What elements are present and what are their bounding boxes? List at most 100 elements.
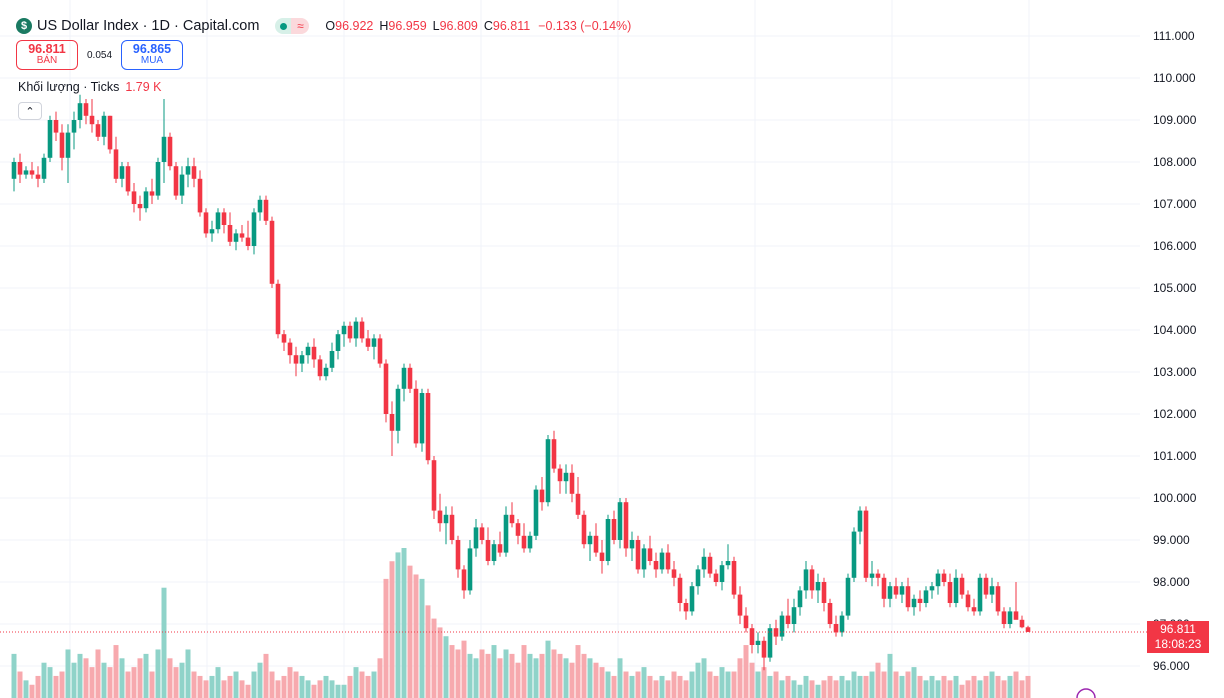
volume-bar <box>197 675 203 698</box>
candle-body <box>299 355 305 364</box>
volume-bar <box>485 653 491 698</box>
volume-bar <box>479 649 485 698</box>
volume-bar <box>1001 680 1007 698</box>
collapse-legend-button[interactable]: ⌃ <box>18 102 42 120</box>
candle-body <box>437 510 443 524</box>
candle-body <box>665 552 671 570</box>
volume-bar <box>737 658 743 698</box>
candle-body <box>485 540 491 561</box>
candle-body <box>473 527 479 549</box>
volume-bar <box>995 675 1001 698</box>
volume-bar <box>527 653 533 698</box>
close-value: 96.811 <box>492 19 531 33</box>
volume-bar <box>71 662 77 698</box>
volume-bar <box>191 671 197 698</box>
volume-bar <box>845 680 851 698</box>
volume-bar <box>899 675 905 698</box>
volume-bar <box>521 645 527 698</box>
candle-body <box>821 582 827 603</box>
candle-body <box>545 439 551 503</box>
volume-bar <box>281 675 287 698</box>
candle-body <box>377 338 383 364</box>
candle-body <box>47 120 53 158</box>
volume-bar <box>1007 675 1013 698</box>
candle-body <box>155 162 161 196</box>
volume-bar <box>491 645 497 698</box>
candle-body <box>191 166 197 179</box>
candle-body <box>857 510 863 532</box>
volume-bar <box>461 640 467 698</box>
volume-bar <box>911 667 917 698</box>
candle-body <box>515 523 521 536</box>
volume-bar <box>983 675 989 698</box>
candle-body <box>557 468 563 482</box>
volume-bar <box>125 671 131 698</box>
market-status[interactable]: ≈ <box>275 18 310 34</box>
candle-body <box>779 615 785 637</box>
volume-bar <box>647 675 653 698</box>
volume-bar <box>587 658 593 698</box>
volume-bar <box>875 662 881 698</box>
volume-bars <box>11 548 1031 698</box>
volume-label: Khối lượng · Ticks <box>18 80 120 94</box>
candle-body <box>395 388 401 431</box>
candle-body <box>989 586 995 595</box>
candle-body <box>707 556 713 574</box>
volume-value: 1.79 K <box>125 80 162 94</box>
candle-body <box>587 535 593 545</box>
symbol-title[interactable]: US Dollar Index · 1D · Capital.com <box>37 18 260 34</box>
candle-body <box>221 212 227 225</box>
candle-body <box>689 586 695 612</box>
candle-body <box>449 514 455 540</box>
volume-bar <box>761 667 767 698</box>
volume-bar <box>413 574 419 698</box>
buy-price: 96.865 <box>132 42 172 56</box>
volume-bar <box>407 565 413 698</box>
candle-body <box>65 132 71 158</box>
dollar-icon[interactable]: $ <box>16 18 32 34</box>
volume-bar <box>791 680 797 698</box>
volume-bar <box>977 680 983 698</box>
volume-bar <box>41 662 47 698</box>
volume-bar <box>179 662 185 698</box>
volume-bar <box>839 675 845 698</box>
price-axis[interactable]: 96.00097.00098.00099.000100.000101.00010… <box>1153 29 1197 673</box>
volume-bar <box>395 552 401 698</box>
candle-body <box>785 615 791 624</box>
scroll-marker-icon[interactable] <box>1076 688 1096 698</box>
volume-bar <box>473 658 479 698</box>
volume-bar <box>77 653 83 698</box>
volume-bar <box>143 653 149 698</box>
volume-bar <box>851 671 857 698</box>
low-value: 96.809 <box>439 19 478 33</box>
candle-body <box>185 166 191 175</box>
candle-body <box>965 594 971 608</box>
volume-bar <box>551 649 557 698</box>
volume-bar <box>83 658 89 698</box>
candle-body <box>263 199 269 221</box>
candle-body <box>839 615 845 633</box>
candle-body <box>77 103 83 120</box>
candle-body <box>959 577 965 595</box>
volume-bar <box>437 627 443 698</box>
candle-body <box>797 590 803 608</box>
volume-bar <box>725 671 731 698</box>
buy-label: MUA <box>140 55 164 66</box>
sell-button[interactable]: 96.811 BÁN <box>16 40 78 70</box>
candle-body <box>293 355 299 364</box>
candle-body <box>677 577 683 603</box>
volume-bar <box>809 680 815 698</box>
buy-button[interactable]: 96.865 MUA <box>121 40 183 70</box>
candle-body <box>647 548 653 561</box>
candle-body <box>701 556 707 570</box>
candle-body <box>161 136 167 162</box>
volume-bar <box>773 671 779 698</box>
price-tick-label: 105.000 <box>1153 281 1197 295</box>
candle-body <box>335 334 341 351</box>
volume-legend[interactable]: Khối lượng · Ticks 1.79 K <box>18 80 161 94</box>
volume-bar <box>905 671 911 698</box>
sell-price: 96.811 <box>28 42 66 56</box>
candle-body <box>671 569 677 578</box>
volume-bar <box>101 662 107 698</box>
